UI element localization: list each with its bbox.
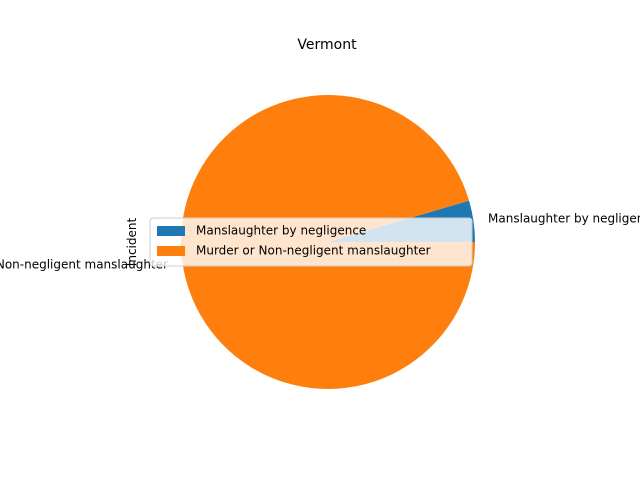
y-axis-label: Incident xyxy=(125,218,139,267)
legend-label-murder-or-non-negligent-manslaughter: Murder or Non-negligent manslaughter xyxy=(196,244,431,258)
legend-swatch-manslaughter-by-negligence xyxy=(157,226,185,236)
legend-frame xyxy=(149,217,473,267)
legend-swatch-murder-or-non-negligent-manslaughter xyxy=(157,246,185,256)
slice-labels: Manslaughter by negligence Murder or Non-… xyxy=(0,211,640,271)
legend: Manslaughter by negligence Murder or Non-… xyxy=(149,217,473,267)
legend-label-manslaughter-by-negligence: Manslaughter by negligence xyxy=(196,224,366,238)
slice-label-murder-or-non-negligent-manslaughter: Murder or Non-negligent manslaughter xyxy=(0,258,168,272)
chart-title: Vermont xyxy=(297,37,357,53)
legend-items: Manslaughter by negligence Murder or Non-… xyxy=(157,224,431,258)
slice-label-manslaughter-by-negligence: Manslaughter by negligence xyxy=(488,211,640,225)
